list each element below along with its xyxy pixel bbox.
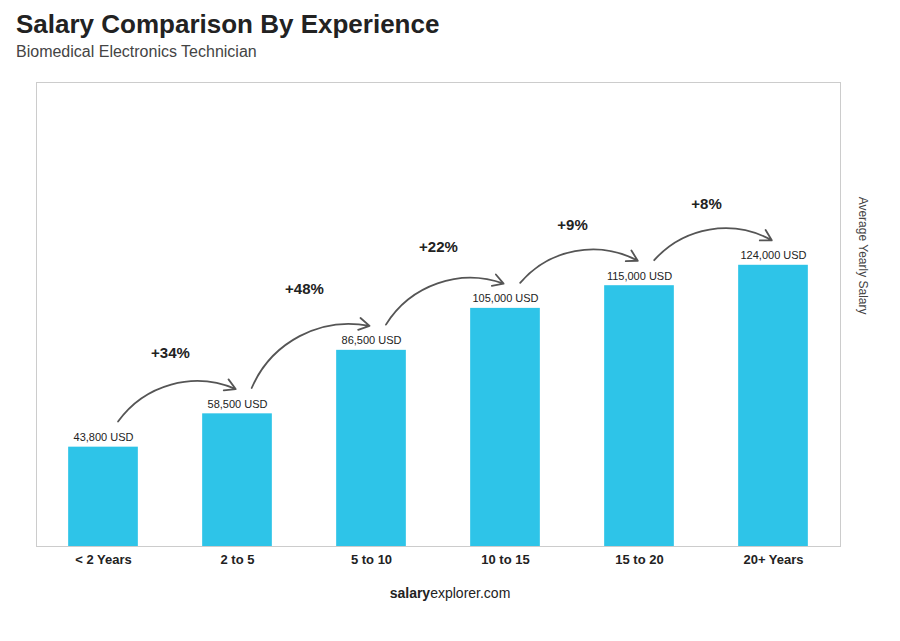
html-text:Biomedical Electronics Technic: Biomedical Electronics Technician bbox=[16, 43, 257, 60]
svg-text:+22%: +22% bbox=[419, 238, 458, 255]
svg-text:58,500 USD: 58,500 USD bbox=[208, 398, 268, 410]
svg-text:+8%: +8% bbox=[691, 195, 721, 212]
html-text:salary explorer.com: salary explorer.com bbox=[389, 585, 511, 601]
svg-text:5 to 10: 5 to 10 bbox=[351, 552, 392, 567]
svg-text:< 2 Years: < 2 Years bbox=[75, 552, 132, 567]
svg-text:105,000 USD: 105,000 USD bbox=[472, 292, 538, 304]
svg-text:2 to 5: 2 to 5 bbox=[221, 552, 255, 567]
svg-text:124,000 USD: 124,000 USD bbox=[740, 249, 806, 261]
svg-text:+34%: +34% bbox=[151, 344, 190, 361]
svg-text:43,800 USD: 43,800 USD bbox=[74, 431, 134, 443]
svg-text:Average Yearly Salary: Average Yearly Salary bbox=[856, 197, 870, 315]
svg-text:+9%: +9% bbox=[557, 216, 587, 233]
svg-text:15 to 20: 15 to 20 bbox=[615, 552, 663, 567]
html-text:Salary Comparison By Experienc: Salary Comparison By Experience bbox=[16, 9, 440, 39]
svg-text:86,500 USD: 86,500 USD bbox=[342, 334, 402, 346]
svg-text:20+ Years: 20+ Years bbox=[743, 552, 803, 567]
svg-text:10 to 15: 10 to 15 bbox=[481, 552, 529, 567]
svg-text:+48%: +48% bbox=[285, 280, 324, 297]
svg-text:115,000 USD: 115,000 USD bbox=[607, 270, 672, 282]
